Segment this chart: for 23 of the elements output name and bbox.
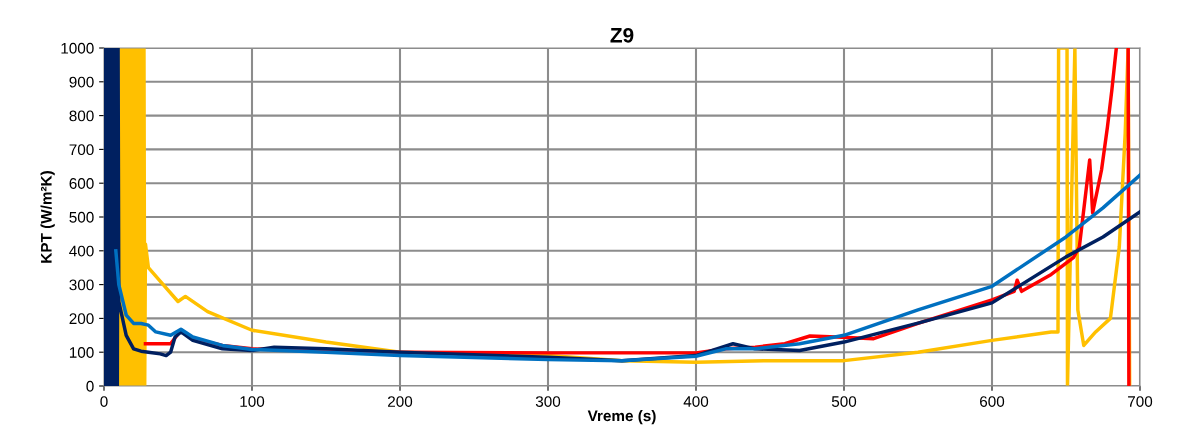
line-series [114,173,1140,363]
y-tick-label: 200 [69,313,94,325]
y-tick-label: 300 [69,279,94,291]
y-tick-label: 800 [69,110,94,122]
x-tick-label: 700 [1128,396,1153,407]
x-tick-label: 400 [683,396,709,407]
x-tick-label: 500 [831,396,857,407]
y-tick-label: 100 [69,347,94,358]
x-tick-label: 300 [535,396,561,407]
y-tick-label: 500 [69,211,94,223]
y-tick-label: 600 [69,178,94,189]
y-tick-label: 900 [69,76,94,88]
y-axis-title: KPT (W/m²K) [40,171,55,263]
x-tick-label: 200 [388,396,413,407]
x-tick-label: 100 [240,396,265,407]
x-axis-title: Vreme (s) [587,409,656,425]
y-tick-label: 700 [69,144,94,156]
y-tick-label: 1000 [61,42,94,54]
x-tick-label: 0 [100,396,108,407]
y-tick-label: 0 [86,380,94,392]
y-tick-label: 400 [69,245,94,257]
x-tick-label: 600 [980,396,1005,407]
chart-title: Z9 [610,27,634,43]
